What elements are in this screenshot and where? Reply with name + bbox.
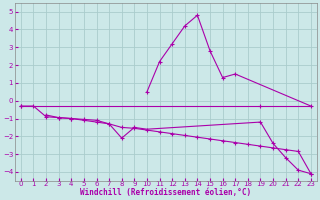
X-axis label: Windchill (Refroidissement éolien,°C): Windchill (Refroidissement éolien,°C): [80, 188, 252, 197]
